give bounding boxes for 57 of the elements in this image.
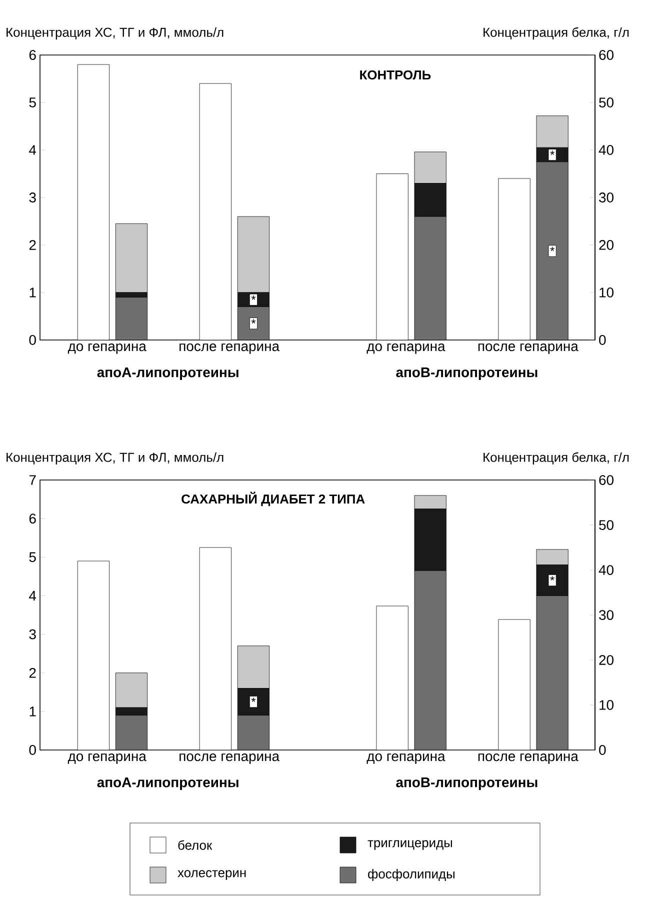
y2-tick-label: 40	[598, 145, 614, 155]
x-tick-label: после гепарина	[478, 754, 578, 764]
y-tick-label: 3	[29, 629, 36, 640]
y-tick-label: 3	[29, 192, 36, 202]
text: апоВ-липопротеины	[396, 368, 538, 380]
y2-tick-label: 40	[598, 565, 614, 575]
y2-tick-label: 10	[600, 288, 614, 298]
y2-tick-label: 50	[599, 98, 614, 108]
y-tick-label: 1	[30, 288, 36, 298]
y2-tick-label: 10	[600, 700, 614, 710]
x-tick-label: после гепарина	[180, 344, 280, 354]
y-tick-label: 6	[29, 50, 36, 60]
data-label: *	[251, 319, 256, 324]
y-tick-label: 7	[29, 475, 36, 485]
y2-tick-label: 30	[599, 610, 614, 620]
y2-axis-title: Концентрация белка, г/л	[484, 452, 629, 464]
x-tick-label: после гепарина	[180, 754, 280, 764]
y-tick-label: 5	[29, 552, 36, 562]
data-label: *	[550, 150, 554, 155]
y-tick-label: 6	[29, 514, 36, 524]
legend-label: фосфолипиды	[368, 868, 454, 882]
y2-tick-label: 0	[599, 745, 606, 755]
data-label: *	[550, 576, 554, 580]
x-tick-label: до гепарина	[366, 754, 446, 764]
data-label: *	[251, 698, 256, 702]
y2-tick-label: 0	[599, 335, 606, 345]
y-tick-label: 2	[29, 240, 36, 250]
y2-axis-title: Концентрация белка, г/л	[484, 27, 629, 40]
y-tick-label: 0	[29, 745, 36, 755]
y-tick-label: 4	[29, 590, 36, 601]
x-tick-label: после гепарина	[478, 344, 578, 354]
data-label: *	[251, 296, 256, 300]
y-axis-title: Концентрация ХС, ТГ и ФЛ, ммоль/л	[6, 452, 224, 464]
y2-tick-label: 20	[599, 655, 614, 665]
y2-tick-label: 60	[599, 475, 614, 485]
text: апоА-липопротеины	[97, 368, 238, 380]
y-tick-label: 2	[29, 668, 36, 678]
y-axis-title: Концентрация ХС, ТГ и ФЛ, ммоль/л	[6, 27, 224, 40]
text: апоВ-липопротеины	[396, 778, 538, 790]
text: КОНТРОЛЬ	[360, 70, 431, 80]
y-tick-label: 1	[30, 706, 36, 716]
legend-label: холестерин	[178, 870, 246, 880]
y-tick-label: 4	[29, 145, 36, 155]
y-tick-label: 0	[29, 335, 36, 345]
x-tick-label: до гепарина	[68, 754, 146, 764]
x-tick-label: до гепарина	[366, 344, 446, 354]
text: САХАРНЫЙ ДИАБЕТ 2 ТИПА	[182, 492, 365, 506]
y2-tick-label: 50	[599, 520, 614, 530]
legend-label: триглицериды	[368, 840, 452, 850]
data-label: *	[550, 246, 554, 252]
y-tick-label: 5	[29, 98, 36, 108]
text: апоА-липопротеины	[97, 778, 238, 790]
y2-tick-label: 30	[599, 192, 614, 202]
legend-label: белок	[178, 840, 212, 850]
y2-tick-label: 60	[599, 50, 614, 60]
x-tick-label: до гепарина	[68, 344, 146, 354]
y2-tick-label: 20	[599, 240, 614, 250]
